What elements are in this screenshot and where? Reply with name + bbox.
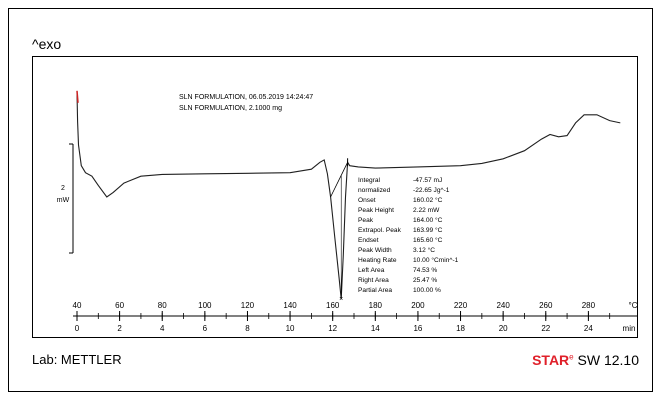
exo-direction-label: ^exo (32, 36, 62, 52)
annotation-label: Left Area (358, 267, 385, 274)
scale-bar-unit: mW (57, 197, 70, 204)
annotation-label: Peak (358, 217, 374, 224)
time-tick-label: 14 (371, 324, 380, 333)
annotation-value: 3.12 °C (413, 246, 435, 254)
chart-frame (8, 8, 653, 392)
time-tick-label: 22 (541, 324, 550, 333)
temperature-tick-label: 80 (158, 301, 167, 310)
temperature-tick-label: 220 (454, 301, 468, 310)
time-tick-label: 2 (117, 324, 122, 333)
scale-bar-value: 2 (61, 185, 65, 192)
time-tick-label: 6 (203, 324, 208, 333)
time-tick-label: 12 (328, 324, 337, 333)
time-tick-label: 8 (245, 324, 250, 333)
plot-area: SLN FORMULATION, 06.05.2019 14:24:47 SLN … (32, 56, 638, 338)
time-tick-label: 20 (499, 324, 508, 333)
temperature-tick-label: 140 (283, 301, 297, 310)
dsc-chart: SLN FORMULATION, 06.05.2019 14:24:47 SLN … (57, 90, 638, 333)
time-tick-label: 0 (75, 324, 80, 333)
software-brand: STAR (532, 352, 570, 368)
lab-label: Lab: METTLER (32, 352, 122, 367)
temperature-tick-label: 200 (411, 301, 425, 310)
peak-marker: × (339, 296, 343, 303)
annotation-value: 164.00 °C (413, 216, 443, 224)
temperature-tick-label: 280 (582, 301, 596, 310)
time-unit-label: min (623, 324, 636, 333)
annotation-value: 10.00 °Cmin^-1 (413, 256, 459, 264)
annotation-label: Peak Width (358, 247, 392, 254)
annotation-value: -22.65 Jg^-1 (413, 187, 450, 194)
temperature-tick-label: 120 (241, 301, 255, 310)
time-tick-label: 24 (584, 324, 593, 333)
annotation-value: 2.22 mW (413, 207, 440, 214)
annotation-value: -47.57 mJ (413, 177, 442, 184)
annotation-label: Partial Area (358, 287, 392, 294)
annotation-label: Right Area (358, 277, 389, 284)
dsc-curve (76, 92, 621, 299)
annotation-label: Integral (358, 177, 381, 184)
time-tick-label: 18 (456, 324, 465, 333)
temperature-tick-label: 60 (115, 301, 124, 310)
software-version: STARe SW 12.10 (532, 352, 639, 368)
annotation-label: Heating Rate (358, 257, 397, 264)
chart-title-line: SLN FORMULATION, 2.1000 mg (179, 105, 282, 112)
temperature-tick-label: 40 (73, 301, 82, 310)
annotation-label: normalized (358, 187, 391, 194)
annotation-label: Peak Height (358, 207, 394, 214)
temperature-tick-label: 180 (369, 301, 383, 310)
temperature-tick-label: 240 (496, 301, 510, 310)
temperature-tick-label: 260 (539, 301, 553, 310)
annotation-label: Onset (358, 197, 376, 204)
temperature-unit-label: °C (629, 301, 638, 310)
time-tick-label: 4 (160, 324, 165, 333)
annotation-value: 100.00 % (413, 287, 441, 294)
annotation-label: Endset (358, 237, 379, 244)
time-tick-label: 10 (286, 324, 295, 333)
annotation-value: 25.47 % (413, 277, 437, 284)
software-version-number: SW 12.10 (577, 352, 639, 368)
time-tick-label: 16 (413, 324, 422, 333)
curve-start-marker (76, 90, 79, 103)
annotation-value: 163.99 °C (413, 226, 443, 234)
chart-title-line: SLN FORMULATION, 06.05.2019 14:24:47 (179, 94, 313, 101)
annotation-value: 74.53 % (413, 267, 437, 274)
integration-baseline (330, 162, 348, 198)
annotation-value: 160.02 °C (413, 196, 443, 204)
annotation-value: 165.60 °C (413, 236, 443, 244)
temperature-tick-label: 160 (326, 301, 340, 310)
temperature-tick-label: 100 (198, 301, 212, 310)
annotation-label: Extrapol. Peak (358, 227, 402, 234)
software-reg-mark: e (569, 352, 574, 362)
